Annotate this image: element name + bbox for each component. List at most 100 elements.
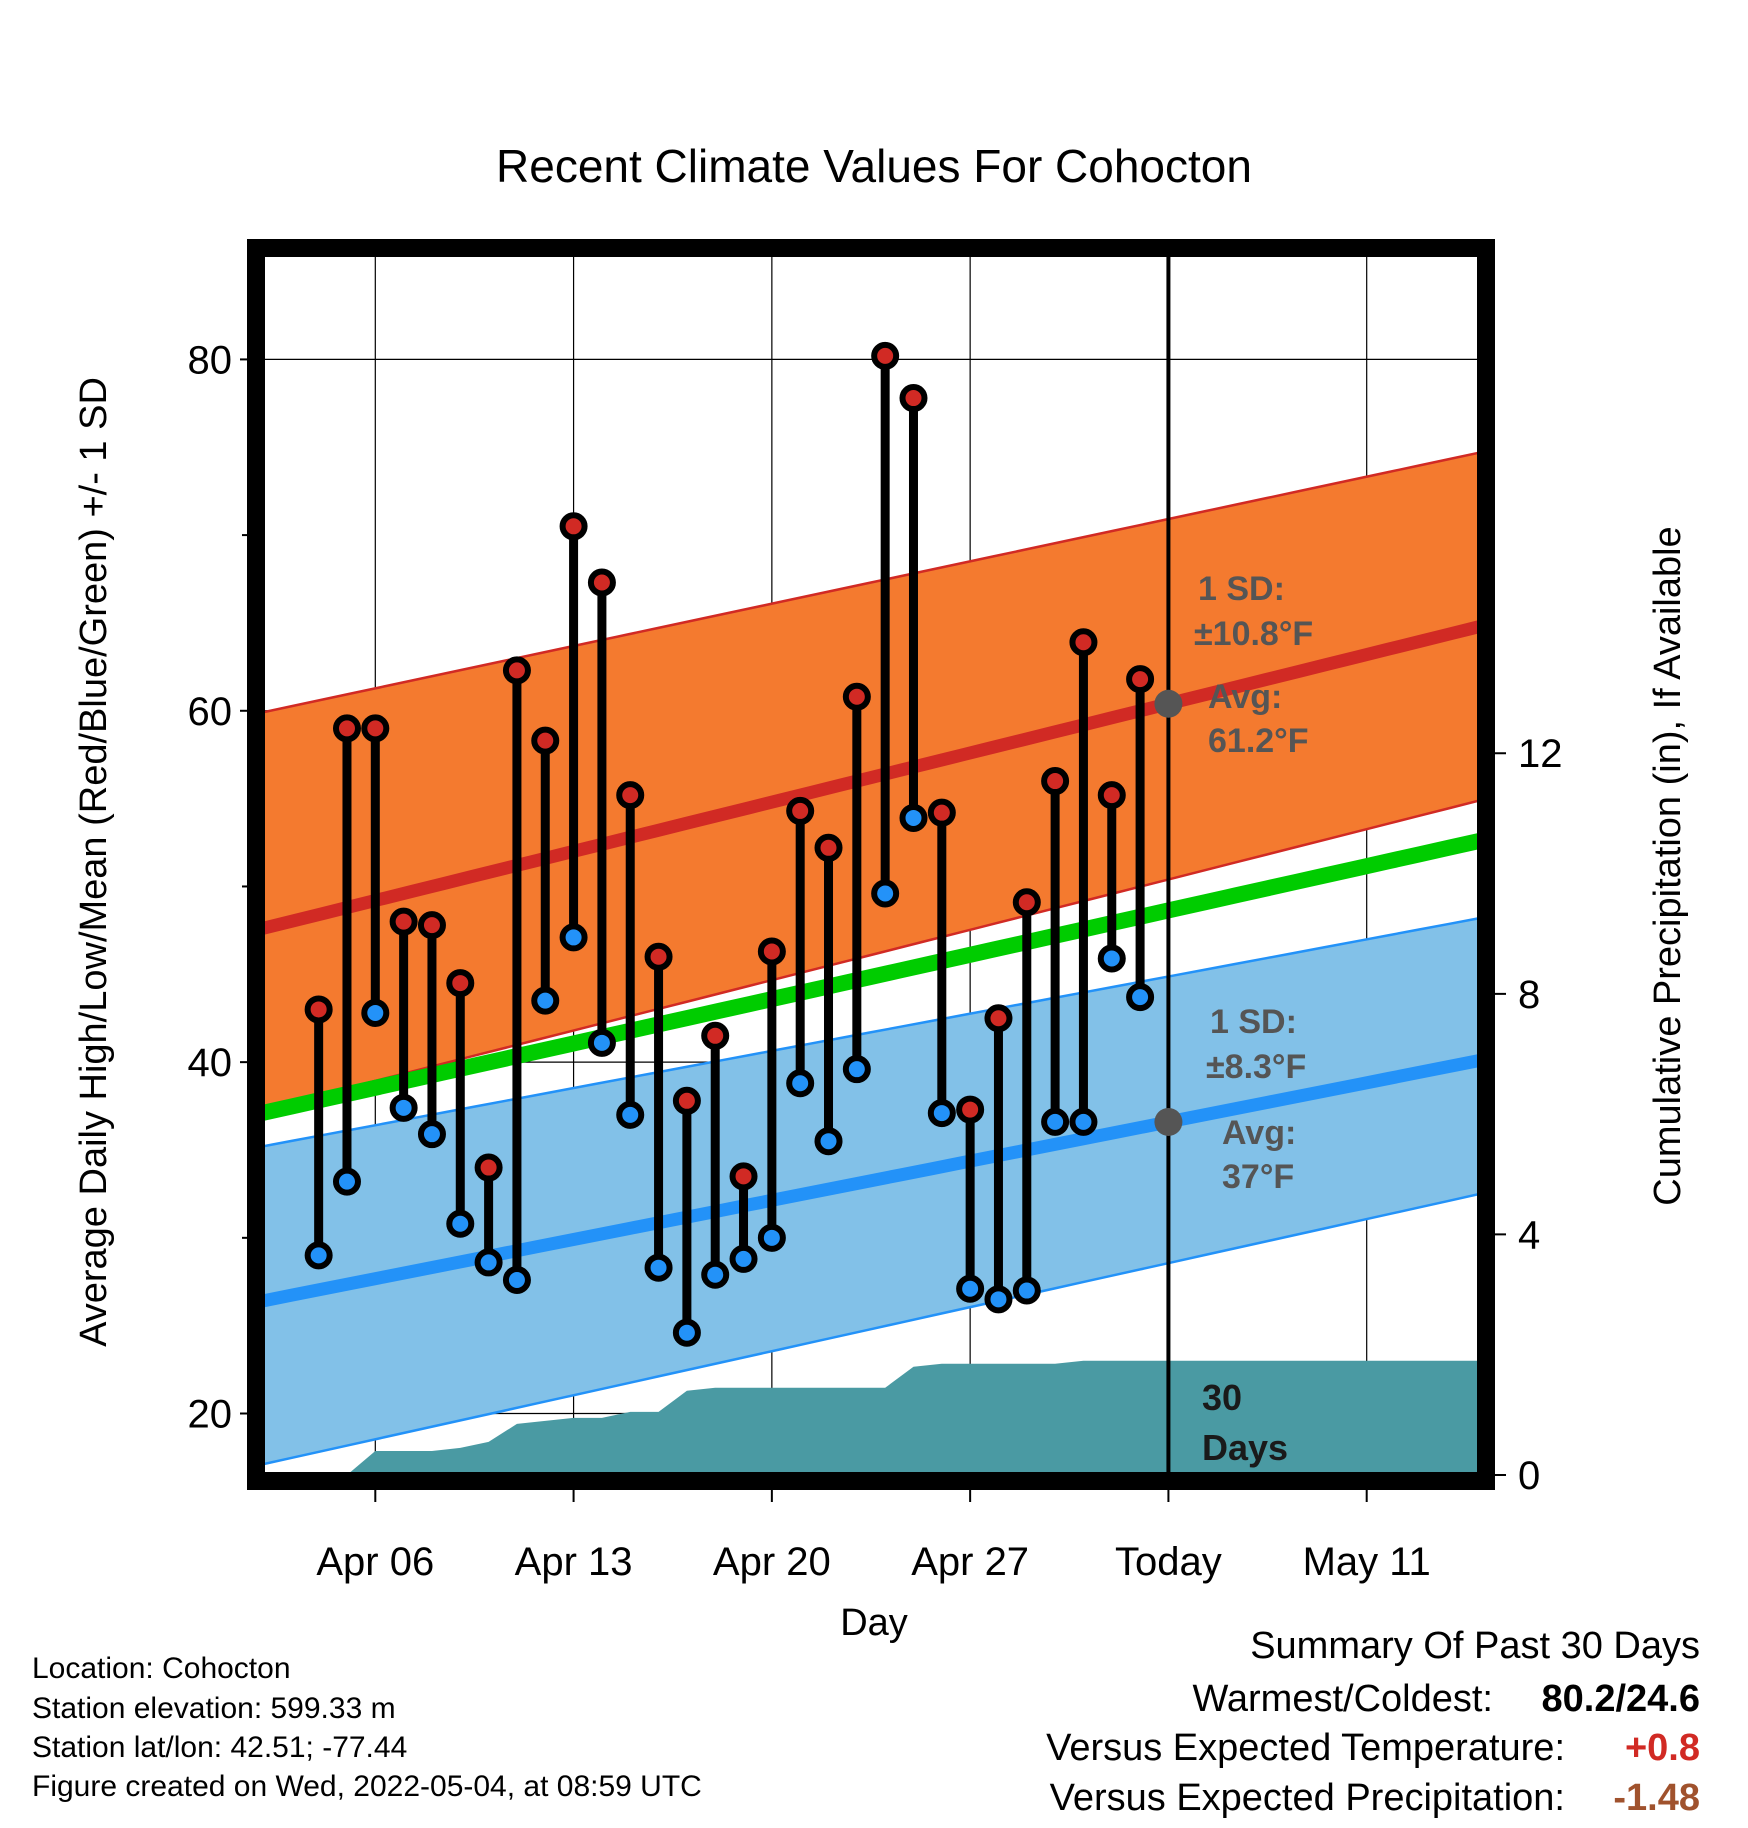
high-point: [899, 384, 928, 413]
low-point: [502, 1265, 531, 1294]
high-point: [786, 796, 815, 825]
x-tick-label-3: Apr 27: [911, 1540, 1029, 1584]
info-location: Location: Cohocton: [32, 1652, 291, 1685]
low-point: [672, 1318, 701, 1347]
plot-frame: [247, 239, 1495, 1490]
high-point: [1012, 888, 1041, 917]
high-point: [842, 682, 871, 711]
low-point: [332, 1167, 361, 1196]
precip-days-label-1: 30: [1202, 1377, 1242, 1418]
high-point: [1097, 781, 1126, 810]
high-point: [389, 907, 418, 936]
low-point: [644, 1253, 673, 1282]
low-avg-value: 37°F: [1222, 1158, 1294, 1196]
low-point: [899, 803, 928, 832]
y-tick-label-2: 60: [188, 690, 233, 734]
low-point: [531, 986, 560, 1015]
x-tick-label-5: May 11: [1303, 1540, 1431, 1584]
high-point: [956, 1095, 985, 1124]
high-point: [984, 1004, 1013, 1033]
low-point: [956, 1274, 985, 1303]
low-point: [757, 1223, 786, 1252]
info-elevation: Station elevation: 599.33 m: [32, 1692, 396, 1725]
today-high-marker: [1154, 689, 1183, 718]
high-point: [616, 781, 645, 810]
high-point: [757, 937, 786, 966]
high-point: [814, 833, 843, 862]
low-point: [786, 1069, 815, 1098]
high-point: [587, 568, 616, 597]
high-point: [446, 969, 475, 998]
high-sd-label: 1 SD:: [1198, 570, 1285, 608]
y-axis-label: Average Daily High/Low/Mean (Red/Blue/Gr…: [73, 377, 115, 1347]
y2-axis-label: Cumulative Precipitation (in), If Availa…: [1647, 526, 1689, 1205]
high-point: [672, 1086, 701, 1115]
plot-content: [262, 254, 1480, 1475]
high-point: [644, 942, 673, 971]
chart-title: Recent Climate Values For Cohocton: [496, 140, 1252, 192]
high-point: [531, 726, 560, 755]
x-tick-label-4: Today: [1115, 1540, 1222, 1584]
y-tick-label-3: 80: [188, 338, 233, 382]
high-mean-line: [262, 620, 1480, 935]
low-point: [927, 1099, 956, 1128]
precip-days-label-2: Days: [1202, 1427, 1288, 1468]
y2-tick-label-2: 8: [1518, 973, 1540, 1017]
x-axis-label: Day: [840, 1602, 908, 1644]
high-avg-value: 61.2°F: [1208, 722, 1309, 760]
low-point: [389, 1093, 418, 1122]
low-point: [361, 998, 390, 1027]
mean-line: [262, 832, 1480, 1121]
high-point: [729, 1162, 758, 1191]
axes: 20 40 60 80 0 4 8 12 Apr 06 Apr 13 Apr 20 Apr 27 Tod…: [188, 239, 1563, 1584]
high-point: [927, 798, 956, 827]
summary-title: Summary Of Past 30 Days: [1250, 1625, 1700, 1667]
low-point: [871, 879, 900, 908]
summary-warmest-label: Warmest/Coldest:: [1192, 1678, 1493, 1720]
x-tick-label-1: Apr 13: [515, 1540, 633, 1584]
low-sd-value: ±8.3°F: [1206, 1048, 1306, 1086]
y-tick-label-0: 20: [188, 1393, 233, 1437]
low-point: [1012, 1276, 1041, 1305]
low-point: [1041, 1107, 1070, 1136]
low-point: [814, 1127, 843, 1156]
low-point: [417, 1120, 446, 1149]
precip-area: [318, 1360, 1480, 1475]
low-point: [474, 1248, 503, 1277]
low-mean-line: [262, 1054, 1480, 1308]
low-point: [559, 923, 588, 952]
low-point: [304, 1241, 333, 1270]
low-point: [729, 1244, 758, 1273]
low-point: [1069, 1107, 1098, 1136]
summary-temp-value: +0.8: [1625, 1727, 1700, 1769]
high-point: [502, 656, 531, 685]
plot-area: [262, 254, 1480, 1475]
high-sd-value: ±10.8°F: [1194, 615, 1313, 653]
high-point: [871, 341, 900, 370]
low-sd-band: [262, 916, 1480, 1466]
info-latlon: Station lat/lon: 42.51; -77.44: [32, 1731, 407, 1764]
low-point: [984, 1285, 1013, 1314]
y2-tick-label-3: 12: [1518, 732, 1563, 776]
x-tick-label-0: Apr 06: [316, 1540, 434, 1584]
low-point: [446, 1209, 475, 1238]
high-point: [361, 714, 390, 743]
low-sd-label: 1 SD:: [1210, 1003, 1297, 1041]
y2-tick-label-0: 0: [1518, 1454, 1540, 1498]
low-point: [1126, 983, 1155, 1012]
high-point: [559, 512, 588, 541]
high-point: [332, 714, 361, 743]
today-low-marker: [1154, 1107, 1183, 1136]
high-point: [417, 911, 446, 940]
summary-temp-label: Versus Expected Temperature:: [1046, 1727, 1565, 1769]
y2-tick-label-1: 4: [1518, 1213, 1540, 1257]
low-avg-label: Avg:: [1222, 1114, 1296, 1152]
y-tick-label-1: 40: [188, 1041, 233, 1085]
high-point: [304, 995, 333, 1024]
info-created: Figure created on Wed, 2022-05-04, at 08…: [32, 1770, 702, 1803]
low-point: [587, 1028, 616, 1057]
x-tick-label-2: Apr 20: [713, 1540, 831, 1584]
high-point: [1069, 628, 1098, 657]
low-point: [701, 1260, 730, 1289]
